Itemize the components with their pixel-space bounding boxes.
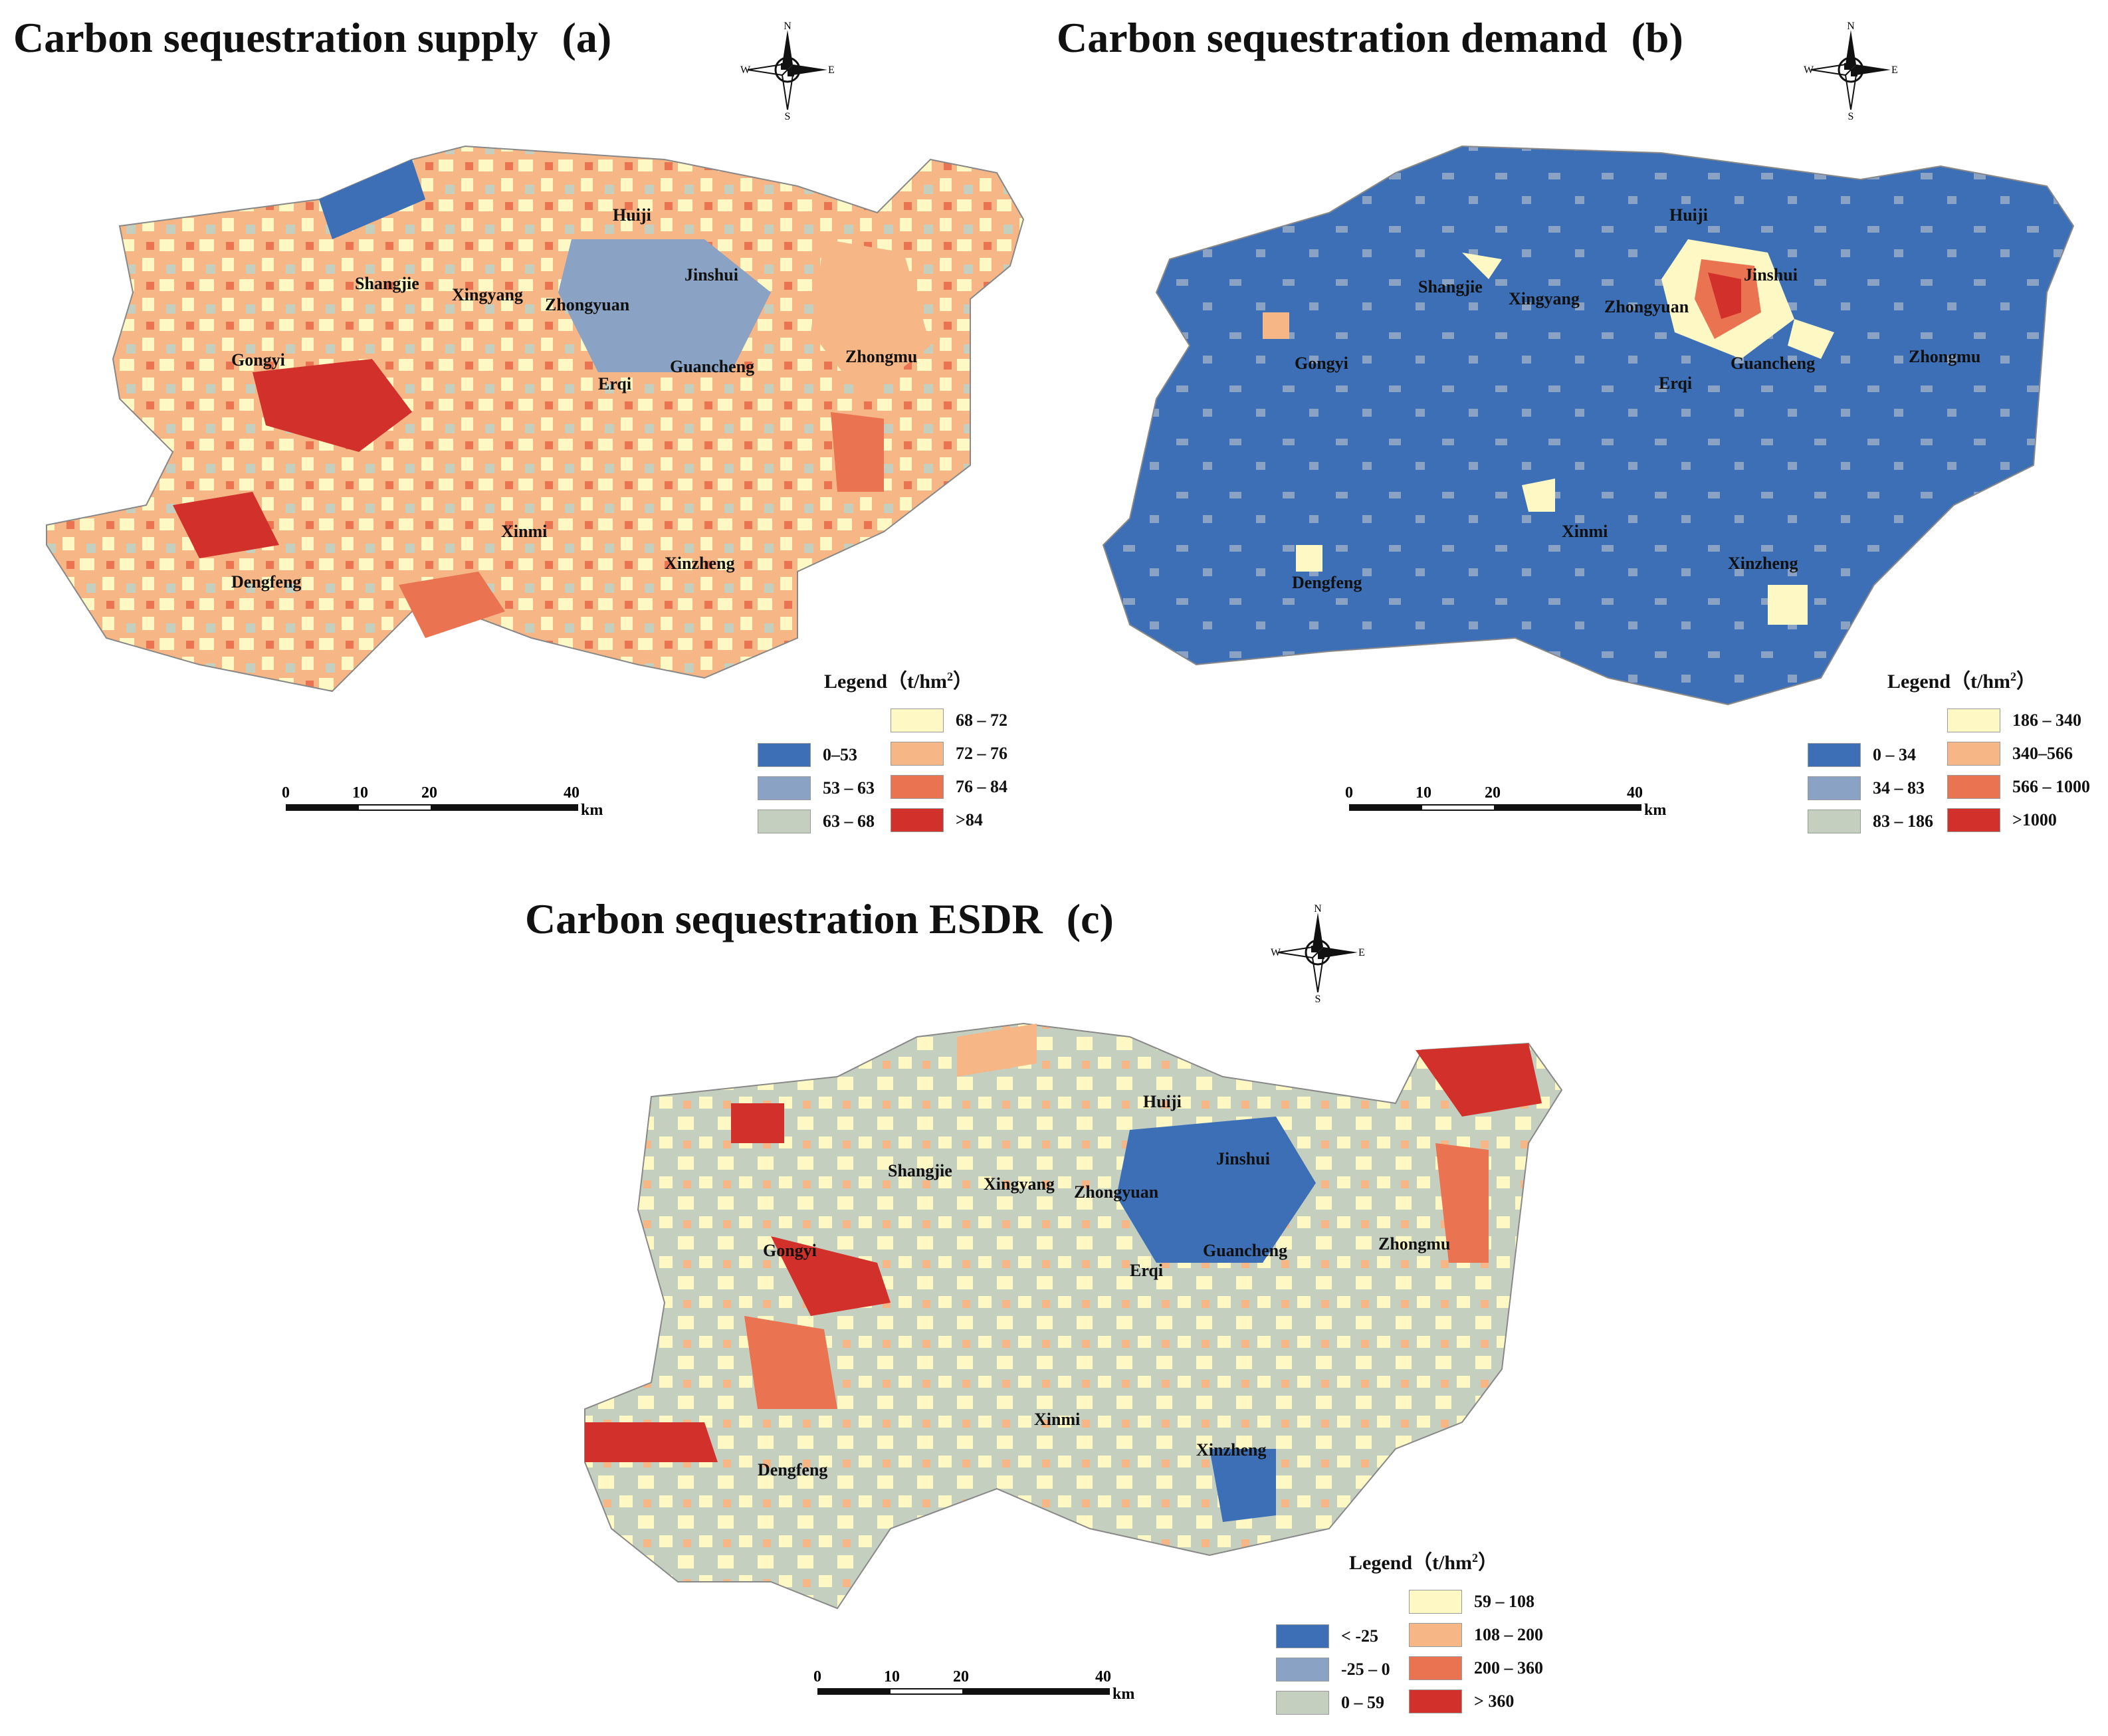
label-b-shangjie: Shangjie (1418, 277, 1483, 296)
legend-c-item: 59 – 108 (1409, 1590, 1534, 1614)
map-c-region (584, 1022, 1563, 1610)
label-b-zhongmu: Zhongmu (1909, 347, 1980, 366)
label-b-xinzheng: Xinzheng (1728, 554, 1798, 573)
label-c-zhongmu: Zhongmu (1378, 1234, 1450, 1253)
label-c-xinmi: Xinmi (1034, 1410, 1080, 1429)
label-c-xinzheng: Xinzheng (1196, 1440, 1266, 1460)
legend-c: Legend（t/hm2） < -25 -25 – 0 0 – 59 59 – … (1276, 1546, 1568, 1732)
legend-b-title: Legend（t/hm2） (1887, 670, 2037, 693)
legend-c-item: -25 – 0 (1276, 1658, 1390, 1682)
svg-text:S: S (1315, 994, 1321, 1002)
scalebar-c: 0 10 20 40 km (813, 1668, 1135, 1703)
map-a-region (46, 145, 1025, 693)
label-c-dengfeng: Dengfeng (758, 1460, 827, 1479)
panel-a-tag: (a) (562, 14, 612, 61)
label-a-dengfeng: Dengfeng (231, 572, 301, 592)
label-b-erqi: Erqi (1659, 374, 1692, 393)
compass-icon: N S W E (1271, 903, 1365, 1002)
panel-b-title-text: Carbon sequestration demand (1057, 14, 1608, 61)
label-a-gongyi: Gongyi (231, 350, 285, 370)
label-c-erqi: Erqi (1130, 1261, 1163, 1280)
scalebar-b: 0 10 20 40 km (1345, 784, 1667, 819)
label-b-xingyang: Xingyang (1509, 289, 1580, 308)
label-a-guancheng: Guancheng (670, 357, 754, 376)
legend-b-item: 0 – 34 (1808, 743, 1916, 767)
legend-a-item: 68 – 72 (891, 708, 1007, 732)
legend-b-item: 340–566 (1947, 742, 2073, 766)
svg-text:S: S (1848, 111, 1854, 120)
compass-icon: N S W E (740, 21, 835, 120)
label-a-xingyang: Xingyang (452, 285, 523, 304)
legend-a-item: 63 – 68 (758, 810, 875, 833)
panel-c-title: Carbon sequestration ESDR (c) (525, 895, 1114, 944)
legend-b: Legend（t/hm2） 0 – 34 34 – 83 83 – 186 18… (1808, 665, 2100, 851)
label-a-xinzheng: Xinzheng (665, 554, 734, 573)
label-c-huiji: Huiji (1143, 1092, 1182, 1111)
legend-c-item: 0 – 59 (1276, 1691, 1384, 1715)
label-a-shangjie: Shangjie (355, 274, 419, 293)
svg-text:W: W (1804, 64, 1814, 76)
legend-a-title: Legend（t/hm2） (824, 670, 974, 693)
label-a-huiji: Huiji (613, 205, 651, 225)
label-b-huiji: Huiji (1669, 205, 1708, 225)
label-c-zhongyuan: Zhongyuan (1074, 1182, 1159, 1202)
legend-a-item: 72 – 76 (891, 742, 1007, 766)
compass-e: E (828, 64, 835, 76)
legend-b-item: >1000 (1947, 808, 2057, 832)
label-c-guancheng: Guancheng (1203, 1241, 1287, 1260)
legend-a-item: 0–53 (758, 743, 857, 767)
label-b-xinmi: Xinmi (1562, 522, 1608, 541)
svg-text:W: W (1271, 947, 1281, 958)
label-a-jinshui: Jinshui (685, 265, 738, 284)
label-a-erqi: Erqi (598, 374, 631, 393)
map-a-labels: Huiji Jinshui Shangjie Xingyang Zhongyua… (231, 205, 917, 592)
legend-a-item: 76 – 84 (891, 775, 1007, 799)
panel-b-tag: (b) (1631, 14, 1683, 61)
label-c-gongyi: Gongyi (763, 1241, 817, 1260)
svg-text:E: E (1891, 64, 1898, 76)
legend-b-item: 566 – 1000 (1947, 775, 2090, 799)
compass-n: N (784, 21, 791, 32)
legend-c-item: > 360 (1409, 1689, 1514, 1713)
label-b-dengfeng: Dengfeng (1292, 573, 1362, 592)
compass-icon: N S W E (1804, 21, 1898, 120)
panel-a-title-text: Carbon sequestration supply (13, 14, 538, 61)
label-c-shangjie: Shangjie (888, 1161, 952, 1180)
label-c-xingyang: Xingyang (984, 1174, 1055, 1194)
svg-text:N: N (1847, 21, 1855, 32)
legend-b-item: 186 – 340 (1947, 708, 2081, 732)
compass-s: S (785, 111, 791, 120)
label-a-zhongmu: Zhongmu (845, 347, 917, 366)
legend-a-item: >84 (891, 808, 983, 832)
label-b-zhongyuan: Zhongyuan (1604, 297, 1689, 316)
legend-c-title: Legend（t/hm2） (1349, 1551, 1499, 1574)
label-a-xinmi: Xinmi (501, 522, 547, 541)
panel-c-tag: (c) (1066, 895, 1114, 942)
legend-a-item: 53 – 63 (758, 776, 875, 800)
legend-c-item: 108 – 200 (1409, 1623, 1543, 1647)
label-b-gongyi: Gongyi (1295, 354, 1348, 373)
map-c-labels: Huiji Jinshui Shangjie Xingyang Zhongyua… (758, 1092, 1450, 1479)
panel-b-title: Carbon sequestration demand (b) (1057, 13, 1683, 62)
legend-c-item: 200 – 360 (1409, 1656, 1543, 1680)
legend-c-item: < -25 (1276, 1624, 1378, 1648)
legend-b-item: 34 – 83 (1808, 776, 1925, 800)
label-c-jinshui: Jinshui (1216, 1149, 1270, 1168)
svg-text:E: E (1358, 947, 1365, 958)
label-a-zhongyuan: Zhongyuan (545, 295, 630, 314)
label-b-jinshui: Jinshui (1744, 265, 1798, 284)
panel-a-title: Carbon sequestration supply (a) (13, 13, 611, 62)
svg-text:N: N (1314, 903, 1322, 915)
panel-c-title-text: Carbon sequestration ESDR (525, 895, 1043, 942)
compass-w: W (740, 64, 751, 76)
map-b-region (1102, 145, 2075, 706)
legend-b-item: 83 – 186 (1808, 810, 1933, 833)
scalebar-a: 0 10 20 40 km (282, 784, 603, 819)
map-b-labels: Huiji Jinshui Shangjie Xingyang Zhongyua… (1292, 205, 1980, 592)
legend-a: Legend（t/hm2） 0–53 53 – 63 63 – 68 68 – … (758, 665, 1037, 851)
label-b-guancheng: Guancheng (1731, 354, 1815, 373)
